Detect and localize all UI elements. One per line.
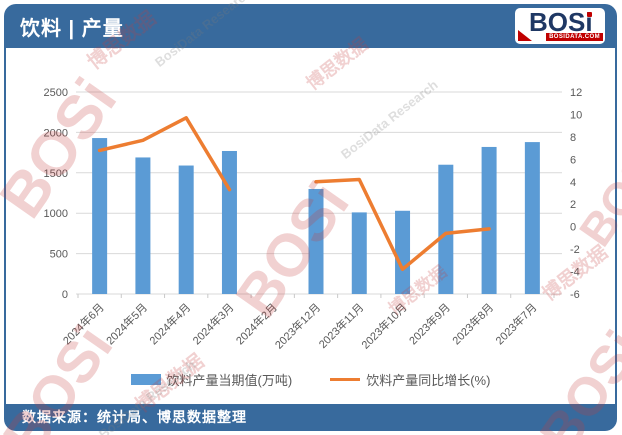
logo-brand-text: BOSi: [529, 8, 593, 37]
svg-text:500: 500: [50, 249, 68, 261]
bar: [135, 157, 151, 294]
svg-text:2023年12月: 2023年12月: [272, 300, 323, 351]
header-bar: 饮料 | 产量 BOSi BOSIDATA.COM: [4, 4, 617, 48]
bar-series-swatch: [130, 374, 161, 385]
chart-panel: 0 500 1000 1500 2000 2500 -6 -4 -2 0 2 4 6 8 10 12 2024年…: [4, 48, 617, 404]
svg-text:2024年6月: 2024年6月: [60, 300, 107, 347]
svg-text:-4: -4: [570, 267, 580, 279]
bar: [395, 210, 411, 294]
logo-domain-text: BOSIDATA.COM: [546, 33, 603, 41]
chart-legend: 饮料产量当期值(万吨) 饮料产量同比增长(%): [6, 370, 615, 389]
x-axis-ticks: [77, 294, 555, 298]
x-axis-labels: 2024年6月2024年5月2024年4月2024年3月2024年2月2023年…: [60, 300, 540, 351]
bar: [221, 150, 237, 294]
svg-text:2024年4月: 2024年4月: [146, 300, 193, 347]
svg-text:6: 6: [570, 154, 576, 166]
y-axis-right: -6 -4 -2 0 2 4 6 8 10 12: [570, 87, 582, 301]
bar: [438, 164, 454, 294]
bar: [351, 212, 367, 294]
svg-text:1500: 1500: [44, 168, 68, 180]
logo-dot-icon: [587, 12, 592, 17]
svg-text:2024年3月: 2024年3月: [189, 300, 236, 347]
line-series: [97, 116, 491, 272]
bar: [308, 188, 324, 294]
bar: [481, 146, 497, 294]
line-series-label: 饮料产量同比增长(%): [366, 373, 491, 388]
legend-item-line: 饮料产量同比增长(%): [330, 370, 490, 389]
svg-text:2023年10月: 2023年10月: [358, 300, 409, 351]
svg-text:-6: -6: [570, 289, 580, 301]
combo-chart: 0 500 1000 1500 2000 2500 -6 -4 -2 0 2 4 6 8 10 12 2024年…: [44, 87, 583, 352]
bar-series: [92, 138, 540, 294]
bosi-logo: BOSi BOSIDATA.COM: [515, 8, 605, 44]
svg-text:4: 4: [570, 177, 576, 189]
svg-text:2023年9月: 2023年9月: [406, 300, 453, 347]
svg-text:10: 10: [570, 109, 582, 121]
svg-text:-2: -2: [570, 244, 580, 256]
y-axis-left: 0 500 1000 1500 2000 2500: [44, 87, 68, 301]
bar: [178, 165, 194, 294]
bar: [92, 138, 108, 294]
page-title: 饮料 | 产量: [20, 17, 124, 40]
bar-series-label: 饮料产量当期值(万吨): [166, 373, 293, 388]
svg-text:0: 0: [570, 222, 576, 234]
svg-text:0: 0: [62, 289, 68, 301]
svg-text:12: 12: [570, 87, 582, 99]
svg-text:1000: 1000: [44, 208, 68, 220]
svg-text:2024年5月: 2024年5月: [103, 300, 150, 347]
data-source-text: 数据来源：统计局、博思数据整理: [22, 409, 247, 425]
svg-text:2023年7月: 2023年7月: [492, 300, 539, 347]
svg-text:8: 8: [570, 132, 576, 144]
line-series-swatch: [330, 378, 361, 381]
svg-text:2500: 2500: [44, 87, 68, 99]
logo-triangle-icon: [518, 30, 532, 41]
report-card: 饮料 | 产量 BOSi BOSIDATA.COM 0 500 1000 1500 20…: [4, 4, 617, 431]
legend-item-bar: 饮料产量当期值(万吨): [130, 370, 293, 389]
svg-text:2023年8月: 2023年8月: [449, 300, 496, 347]
svg-text:2000: 2000: [44, 127, 68, 139]
bar: [524, 142, 540, 294]
footer-bar: 数据来源：统计局、博思数据整理: [4, 404, 617, 431]
svg-text:2: 2: [570, 199, 576, 211]
svg-text:2024年2月: 2024年2月: [233, 300, 280, 347]
